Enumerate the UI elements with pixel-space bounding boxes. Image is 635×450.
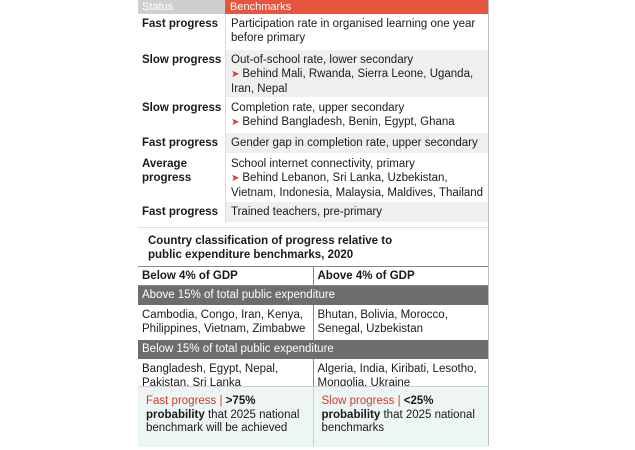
progress-status: Fast progress <box>138 133 225 153</box>
fast-progress-legend: Fast progress | >75% probability that 20… <box>146 395 300 434</box>
above-expenditure-band: Above 15% of total public expenditure <box>138 286 488 305</box>
benchmark-text: Participation rate in organised learning… <box>225 14 488 49</box>
progress-status: Slow progress <box>138 98 225 132</box>
benchmark-text: Gender gap in completion rate, upper sec… <box>225 133 488 153</box>
benchmark-row: Fast progress Trained teachers, pre-prim… <box>138 202 488 223</box>
benchmark-text: Out-of-school rate, lower secondary ➤ Beh… <box>225 50 488 97</box>
below-gdp-header: Below 4% of GDP <box>142 270 238 282</box>
above-above-gdp-countries: Bhutan, Bolivia, Morocco, Senegal, Uzbek… <box>312 305 489 340</box>
table-header: Status Benchmarks <box>138 0 488 14</box>
benchmarks-column-header: Benchmarks <box>225 0 488 14</box>
progress-status: Average progress <box>138 154 225 201</box>
benchmark-row: Average progress School internet connect… <box>138 154 488 202</box>
fast-progress-label: Fast progress <box>146 395 217 407</box>
benchmark-row: Fast progress Participation rate in orga… <box>138 14 488 50</box>
progress-status: Fast progress <box>138 14 225 49</box>
benchmark-text: School internet connectivity, primary ➤ B… <box>225 154 488 201</box>
status-column-header: Status <box>138 0 225 14</box>
slow-progress-legend: Slow progress | <25% probability that 20… <box>312 387 489 447</box>
arrow-right-icon: ➤ <box>231 173 240 184</box>
gdp-column-headers: Below 4% of GDP Above 4% of GDP <box>138 266 488 286</box>
above-gdp-header: Above 4% of GDP <box>312 267 489 285</box>
benchmark-text: Trained teachers, pre-primary <box>225 202 488 222</box>
benchmark-row: Slow progress Completion rate, upper sec… <box>138 98 488 133</box>
classification-title: Country classification of progress relat… <box>138 227 488 266</box>
progress-status: Fast progress <box>138 202 225 222</box>
benchmark-text: Completion rate, upper secondary ➤ Behind… <box>225 98 488 132</box>
above-expenditure-countries: Cambodia, Congo, Iran, Kenya, Philippine… <box>138 305 488 340</box>
legend: Fast progress | >75% probability that 20… <box>138 386 488 447</box>
arrow-right-icon: ➤ <box>231 117 240 128</box>
above-below-gdp-countries: Cambodia, Congo, Iran, Kenya, Philippine… <box>142 309 306 335</box>
arrow-right-icon: ➤ <box>231 69 240 80</box>
benchmark-row: Fast progress Gender gap in completion r… <box>138 133 488 154</box>
below-expenditure-band: Below 15% of total public expenditure <box>138 340 488 359</box>
slow-progress-label: Slow progress <box>321 395 395 407</box>
progress-status: Slow progress <box>138 50 225 97</box>
benchmarks-infographic: Status Benchmarks Fast progress Particip… <box>138 0 489 447</box>
benchmark-row: Slow progress Out-of-school rate, lower … <box>138 50 488 98</box>
